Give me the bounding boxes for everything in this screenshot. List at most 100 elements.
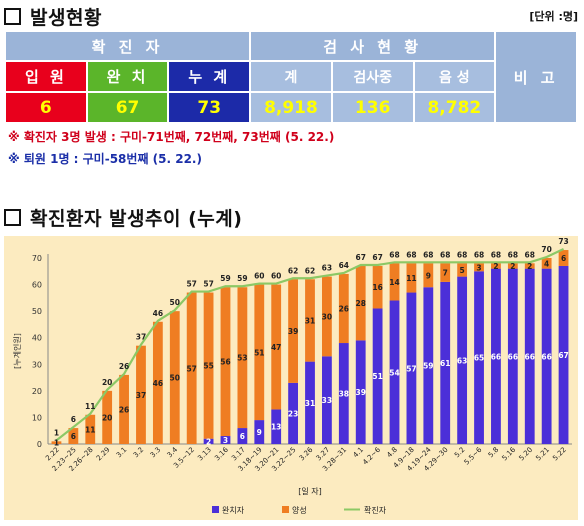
- recovered-bar: [406, 292, 417, 444]
- hospitalized-value-label: 28: [355, 299, 365, 308]
- legend-recovered-swatch: [212, 506, 219, 513]
- recovered-value-label: 33: [322, 396, 332, 405]
- negative-label: 음 성: [414, 62, 495, 91]
- total-line: [55, 248, 565, 442]
- recovered-bar: [254, 420, 265, 444]
- recovered-value-label: 57: [406, 364, 416, 373]
- hospitalized-value-label: 11: [85, 425, 95, 434]
- recovered-value-label: 59: [423, 362, 433, 371]
- status-table: 확 진 자 검 사 현 황 비 고 입 원 완 치 누 계 계 검사중 음 성 …: [4, 30, 578, 124]
- hospitalized-bar: [524, 263, 535, 269]
- chart-title: 확진환자 발생추이 (누계): [4, 204, 242, 231]
- hospitalized-bar: [136, 345, 146, 444]
- x-tick-label: 3.26: [298, 445, 315, 462]
- recovered-bar: [322, 356, 332, 444]
- hospitalized-value-label: 37: [136, 391, 146, 400]
- total-value-label: 59: [220, 274, 230, 283]
- total-value-label: 50: [170, 298, 180, 307]
- legend-hospitalized-label: 양성: [292, 506, 307, 515]
- hospitalized-value-label: 55: [203, 362, 213, 371]
- confirmed-header: 확 진 자: [6, 32, 250, 60]
- hospitalized-value-label: 11: [406, 274, 416, 283]
- recovered-value-label: 23: [288, 409, 298, 418]
- hospitalized-value-label: 39: [288, 327, 298, 336]
- total-label: 누 계: [169, 62, 250, 91]
- total-value-label: 68: [457, 250, 467, 259]
- hospitalized-value: 6: [6, 93, 86, 122]
- hospitalized-value-label: 14: [389, 278, 399, 287]
- hospitalized-bar: [372, 265, 383, 309]
- recovered-value-label: 6: [240, 432, 245, 441]
- x-axis-label: [일 자]: [298, 487, 322, 496]
- total-value-label: 26: [119, 362, 129, 371]
- x-tick-label: 4.8: [385, 446, 399, 460]
- total-value-label: 67: [372, 253, 382, 262]
- hospitalized-bar: [169, 311, 180, 444]
- hospitalized-value-label: 51: [254, 348, 264, 357]
- total-value-label: 37: [136, 333, 146, 342]
- hospitalized-bar: [440, 263, 451, 282]
- x-tick-label: 3.1: [115, 446, 129, 460]
- hospitalized-bar: [406, 263, 417, 293]
- total-value-label: 6: [71, 415, 76, 424]
- remark-header: 비 고: [496, 32, 576, 122]
- hospitalized-value-label: 2: [493, 262, 498, 271]
- hospitalized-value-label: 30: [322, 312, 332, 321]
- hospitalized-bar: [507, 263, 518, 269]
- recovered-value: 67: [87, 93, 168, 122]
- hospitalized-bar: [203, 292, 214, 439]
- hospitalized-value-label: 56: [220, 358, 230, 367]
- checkbox-square-icon: [4, 209, 21, 226]
- recovered-bar: [423, 287, 434, 444]
- total-value-label: 67: [355, 253, 365, 262]
- recovered-bar: [524, 268, 535, 444]
- testing-label: 검사중: [332, 62, 413, 91]
- total-value-label: 1: [54, 428, 59, 437]
- total-value-label: 46: [153, 309, 163, 318]
- recovered-bar: [507, 268, 518, 444]
- total-value-label: 68: [389, 250, 399, 259]
- recovered-value-label: 3: [223, 436, 228, 445]
- hospitalized-value-label: 5: [460, 266, 465, 275]
- recovered-value-label: 13: [271, 423, 281, 432]
- recovered-value-label: 66: [541, 352, 551, 361]
- legend-recovered-label: 완치자: [222, 506, 245, 515]
- hospitalized-bar: [541, 258, 552, 269]
- total-value-label: 64: [339, 261, 349, 270]
- total-value-label: 63: [322, 264, 332, 273]
- hospitalized-value-label: 16: [372, 283, 382, 292]
- total-value-label: 60: [254, 272, 264, 281]
- hospitalized-bar: [119, 374, 129, 444]
- recovered-bar: [457, 276, 468, 444]
- recovered-value-label: 31: [305, 399, 315, 408]
- x-tick-label: 5.5~6: [463, 445, 484, 466]
- recovered-value-label: 38: [339, 390, 349, 399]
- recovered-bar: [389, 300, 400, 444]
- chart-area: 0 10 20 30 40 50 60 70 [누계인원] 1 1 6 6 11 11 20 20 26 26 37 3…: [4, 236, 578, 520]
- recovered-bar: [305, 361, 315, 444]
- total-value-label: 68: [508, 250, 518, 259]
- page-title: 발생현황: [4, 3, 102, 30]
- hospitalized-bar: [423, 263, 434, 288]
- total-value-label: 68: [423, 250, 433, 259]
- total-value-label: 60: [271, 272, 281, 281]
- total-value-label: 73: [558, 237, 568, 246]
- hospitalized-value-label: 26: [339, 304, 349, 313]
- hospitalized-value-label: 57: [186, 364, 196, 373]
- recovered-bar: [203, 438, 214, 444]
- recovered-bar: [541, 268, 552, 444]
- recovered-value-label: 54: [389, 368, 399, 377]
- x-tick-label: 2.29: [95, 446, 112, 463]
- hospitalized-value-label: 20: [102, 413, 112, 422]
- hospitalized-value-label: 31: [305, 316, 315, 325]
- recovered-value-label: 65: [474, 354, 484, 363]
- recovered-value-label: 67: [558, 351, 568, 360]
- legend-total-label: 확진자: [364, 505, 387, 515]
- hospitalized-bar: [558, 250, 569, 266]
- hospitalized-value-label: 3: [476, 263, 481, 272]
- hospitalized-value-label: 26: [119, 405, 129, 414]
- hospitalized-bar: [288, 279, 298, 383]
- hospitalized-value-label: 6: [561, 254, 566, 263]
- hospitalized-bar: [271, 284, 282, 410]
- y-axis-label: [누계인원]: [12, 333, 22, 369]
